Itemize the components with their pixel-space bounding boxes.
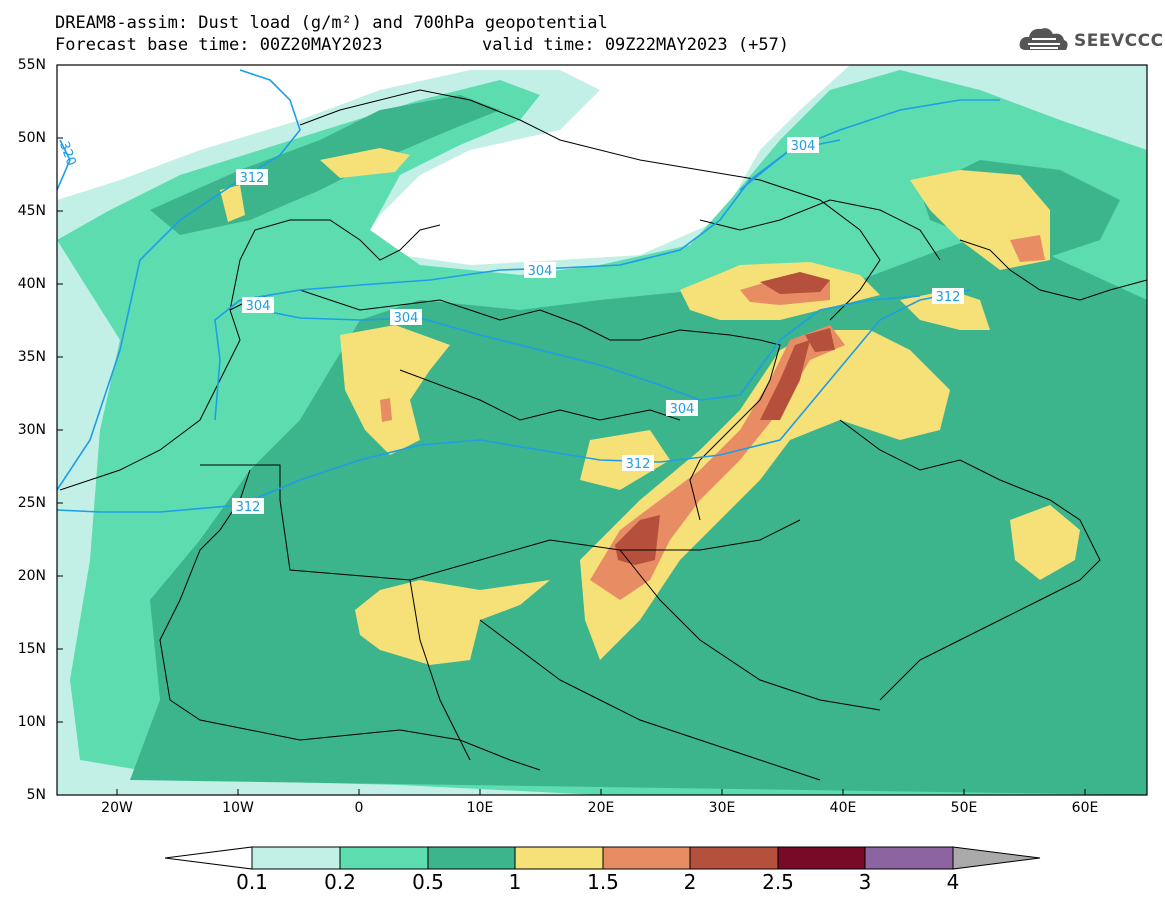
contour-label: 304	[791, 139, 816, 154]
title-valid-time: valid time: 09Z22MAY2023 (+57)	[482, 35, 790, 55]
title-line-1: DREAM8-assim: Dust load (g/m²) and 700hP…	[55, 13, 608, 33]
lon-label: 20E	[587, 800, 615, 816]
lon-label: 60E	[1071, 800, 1099, 816]
contour-label: 304	[394, 311, 419, 326]
lat-label: 55N	[17, 57, 46, 73]
seevccc-logo: SEEVCCC	[1018, 26, 1164, 56]
lat-label: 5N	[26, 787, 46, 803]
colorbar-label: 3	[858, 870, 872, 894]
lon-label: 30E	[708, 800, 736, 816]
contour-label: 312	[240, 171, 265, 186]
contour-label: 304	[528, 264, 553, 279]
lat-label: 50N	[17, 130, 46, 146]
lon-label: 20W	[101, 800, 133, 816]
lat-label: 40N	[17, 276, 46, 292]
colorbar-high-arrow	[952, 846, 1041, 870]
colorbar	[164, 846, 1041, 870]
title-base-time: Forecast base time: 00Z20MAY2023	[55, 35, 383, 55]
colorbar-label: 0.5	[412, 870, 444, 894]
contour-label: 312	[936, 290, 961, 305]
colorbar-bin	[427, 846, 516, 870]
contour-label: 312	[236, 500, 261, 515]
dust-field	[57, 65, 1147, 795]
colorbar-bin	[602, 846, 691, 870]
colorbar-bin	[339, 846, 429, 870]
lat-label: 30N	[17, 422, 46, 438]
colorbar-bin	[777, 846, 866, 870]
lon-label: 10W	[222, 800, 254, 816]
lat-label: 35N	[17, 349, 46, 365]
lat-label: 25N	[17, 495, 46, 511]
contour-label: 312	[626, 457, 651, 472]
colorbar-bin	[689, 846, 779, 870]
colorbar-label: 1	[508, 870, 522, 894]
colorbar-label: 2.5	[762, 870, 794, 894]
logo-text: SEEVCCC	[1074, 31, 1164, 51]
lat-label: 15N	[17, 641, 46, 657]
colorbar-bin	[514, 846, 604, 870]
colorbar-label: 0.1	[236, 870, 268, 894]
contour-label: 304	[246, 299, 271, 314]
lon-label: 0	[354, 800, 364, 816]
lon-label: 50E	[950, 800, 978, 816]
colorbar-bin	[251, 846, 341, 870]
lon-label: 10E	[466, 800, 494, 816]
colorbar-label: 0.2	[324, 870, 356, 894]
colorbar-low-arrow	[164, 846, 253, 870]
colorbar-bin	[864, 846, 954, 870]
contour-label: 304	[670, 402, 695, 417]
lat-label: 20N	[17, 568, 46, 584]
lon-label: 40E	[829, 800, 857, 816]
colorbar-label: 4	[946, 870, 960, 894]
lat-label: 10N	[17, 714, 46, 730]
contour-labels: 312 304 304 304 304 304 312 312 312 320	[56, 137, 964, 515]
axis-ticks	[57, 64, 1086, 795]
coastlines	[59, 89, 1147, 781]
colorbar-label: 2	[683, 870, 697, 894]
cloud-icon	[1018, 24, 1070, 58]
colorbar-label: 1.5	[587, 870, 619, 894]
lat-label: 45N	[17, 203, 46, 219]
